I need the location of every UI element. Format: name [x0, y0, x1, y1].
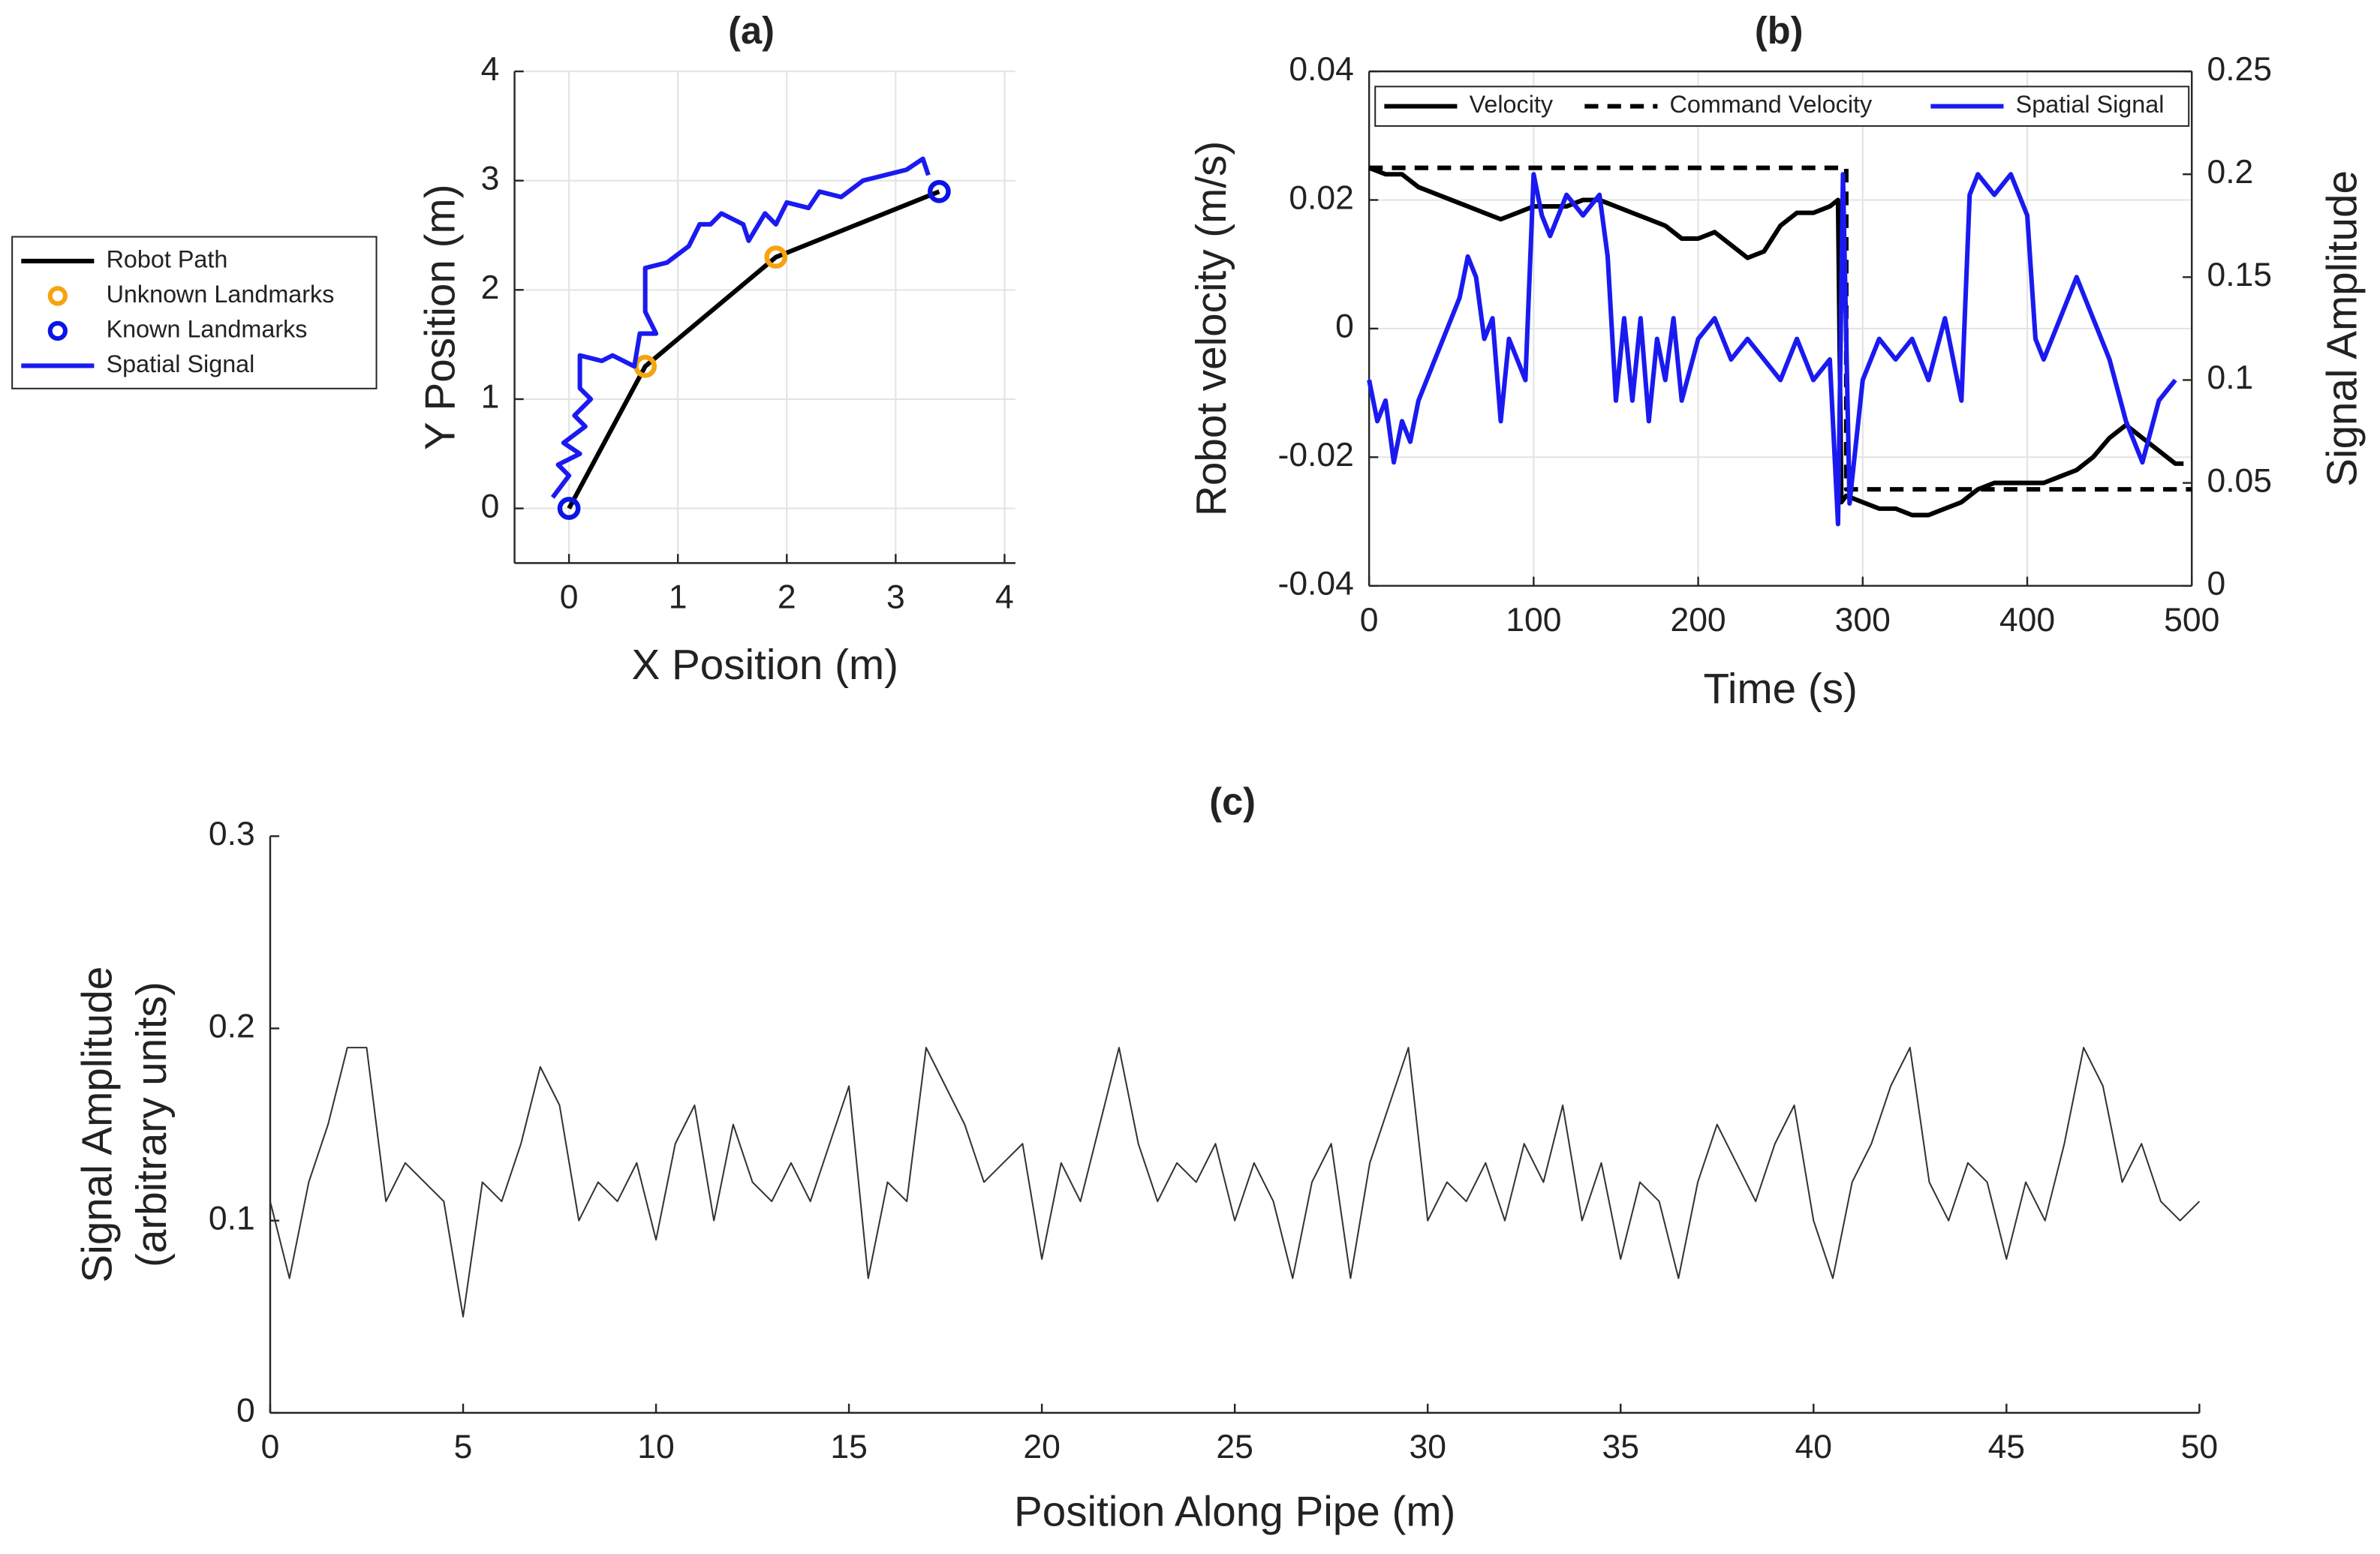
y-axis-label: Y Position (m): [416, 185, 463, 450]
legend-label: Robot Path: [107, 245, 228, 272]
x-tick-label: 30: [1409, 1429, 1446, 1465]
chart-title: (c): [1209, 780, 1256, 822]
x-tick-label: 400: [1999, 602, 2055, 639]
y-axis-label: (arbitrary units): [128, 981, 175, 1267]
chart-title: (b): [1755, 9, 1804, 52]
signal-line: [269, 1047, 2201, 1318]
x-tick-label: 50: [2181, 1429, 2218, 1465]
legend-label: Velocity: [1470, 91, 1554, 118]
legend-label: Spatial Signal: [107, 350, 255, 377]
y-tick-label: -0.04: [1278, 565, 1354, 602]
y-axis-label: Signal Amplitude: [73, 966, 120, 1283]
y2-tick-label: 0.15: [2207, 257, 2272, 293]
x-tick-label: 0: [560, 579, 579, 616]
x-tick-label: 3: [886, 579, 905, 616]
series-line: [1367, 172, 2177, 527]
legend-marker: [47, 320, 68, 341]
x-tick-label: 100: [1506, 602, 1561, 639]
x-tick-label: 200: [1670, 602, 1726, 639]
y-tick-label: 0.3: [209, 816, 255, 852]
legend-marker: [47, 286, 68, 306]
y-tick-label: 0.04: [1289, 51, 1354, 88]
x-tick-label: 25: [1216, 1429, 1253, 1465]
y2-tick-label: 0.1: [2207, 359, 2253, 396]
x-tick-label: 1: [669, 579, 688, 616]
x-tick-label: 20: [1023, 1429, 1060, 1465]
y2-axis-label: Signal Amplitude: [2318, 170, 2365, 487]
y2-tick-label: 0.25: [2207, 51, 2272, 88]
x-tick-label: 35: [1602, 1429, 1638, 1465]
x-axis-label: X Position (m): [632, 641, 898, 688]
y-tick-label: 4: [481, 51, 500, 88]
y2-tick-label: 0.2: [2207, 154, 2253, 191]
y2-tick-label: 0.05: [2207, 462, 2272, 499]
landmark-marker: [557, 497, 581, 520]
x-tick-label: 45: [1988, 1429, 2025, 1465]
landmark-marker: [928, 179, 951, 203]
chart-title: (a): [728, 9, 775, 52]
series-line: [550, 156, 931, 499]
y-tick-label: 2: [481, 269, 500, 306]
x-tick-label: 2: [778, 579, 796, 616]
y-tick-label: 0.2: [209, 1008, 255, 1045]
x-tick-label: 40: [1795, 1429, 1832, 1465]
legend-label: Spatial Signal: [2016, 91, 2165, 118]
x-tick-label: 0: [1360, 602, 1379, 639]
y-tick-label: 0.02: [1289, 179, 1354, 216]
legend-label: Unknown Landmarks: [107, 281, 335, 308]
x-axis-label: Position Along Pipe (m): [1014, 1487, 1455, 1534]
x-tick-label: 0: [261, 1429, 280, 1465]
x-tick-label: 5: [454, 1429, 473, 1465]
x-tick-label: 15: [830, 1429, 867, 1465]
y-tick-label: 0.1: [209, 1200, 255, 1237]
y-tick-label: -0.02: [1278, 437, 1354, 473]
y2-tick-label: 0: [2207, 565, 2225, 602]
x-tick-label: 10: [637, 1429, 674, 1465]
x-tick-label: 500: [2164, 602, 2219, 639]
x-tick-label: 4: [995, 579, 1014, 616]
y-tick-label: 0: [236, 1393, 255, 1429]
legend-label: Known Landmarks: [107, 315, 308, 342]
series-line: [567, 189, 940, 509]
x-axis-label: Time (s): [1703, 665, 1857, 712]
y-tick-label: 0: [481, 488, 500, 525]
legend-label: Command Velocity: [1670, 91, 1873, 118]
legend-box: [1374, 86, 2190, 127]
y-tick-label: 0: [1335, 308, 1354, 345]
y-tick-label: 3: [481, 160, 500, 197]
y-tick-label: 1: [481, 379, 500, 416]
landmark-marker: [764, 245, 788, 269]
x-tick-label: 300: [1835, 602, 1891, 639]
y-axis-label: Robot velocity (m/s): [1187, 141, 1235, 516]
series-line: [1368, 165, 2184, 518]
